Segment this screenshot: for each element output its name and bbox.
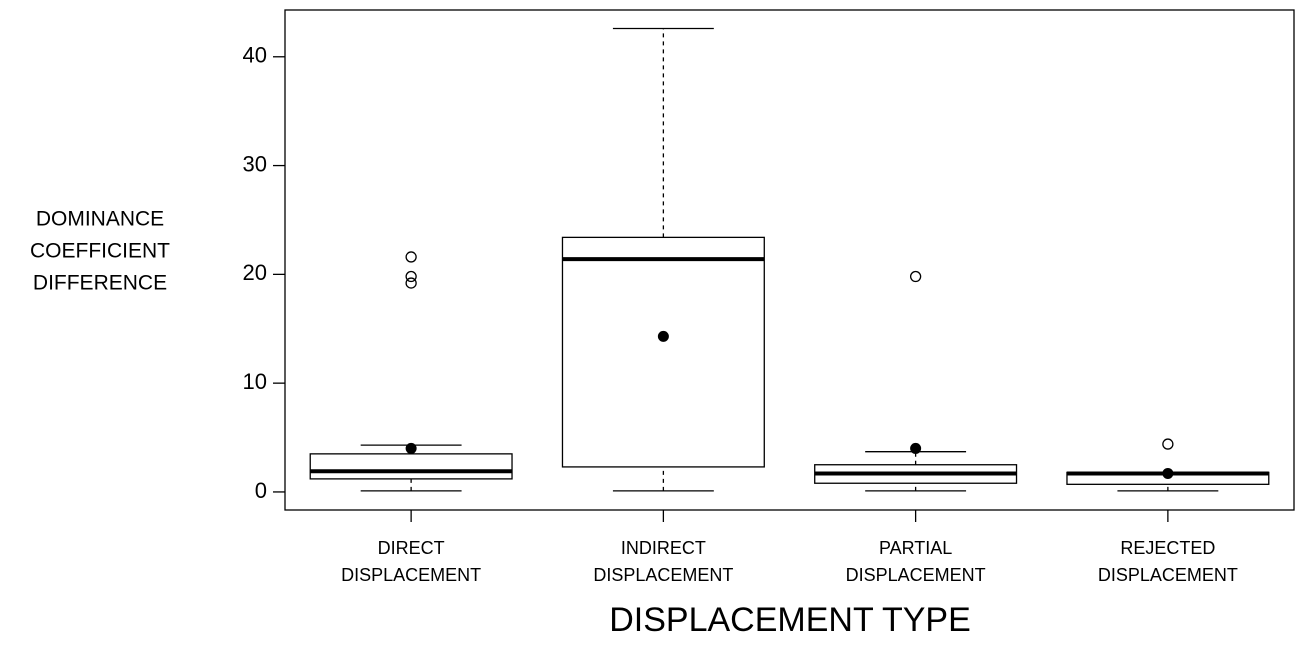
mean	[657, 330, 669, 342]
y-tick-label: 10	[243, 369, 267, 394]
x-tick-label: DISPLACEMENT	[846, 565, 986, 585]
outlier	[909, 270, 922, 283]
x-tick-label: DISPLACEMENT	[341, 565, 481, 585]
x-tick-label: PARTIAL	[879, 538, 952, 558]
y-tick-label: 0	[255, 478, 267, 503]
mean	[405, 442, 417, 454]
y-axis-label: DIFFERENCE	[33, 272, 167, 295]
x-tick-label: DISPLACEMENT	[593, 565, 733, 585]
box	[561, 236, 765, 468]
y-tick-label: 30	[243, 151, 267, 176]
x-tick-label: DISPLACEMENT	[1098, 565, 1238, 585]
outlier	[405, 277, 417, 289]
box	[309, 453, 513, 480]
y-tick-label: 40	[243, 43, 267, 68]
x-tick-label: INDIRECT	[621, 538, 706, 558]
mean	[910, 442, 922, 454]
y-axis-label: DOMINANCE	[36, 208, 164, 231]
x-tick-label: DIRECT	[378, 538, 445, 558]
x-axis-label: DISPLACEMENT TYPE	[609, 601, 971, 639]
mean	[1162, 467, 1174, 479]
outlier	[405, 251, 417, 263]
x-tick-label: REJECTED	[1120, 538, 1215, 558]
y-tick-label: 20	[243, 260, 267, 285]
outlier	[1162, 438, 1174, 450]
outlier	[405, 270, 417, 283]
y-axis-label: COEFFICIENT	[30, 240, 170, 263]
plot-frame	[284, 9, 1295, 511]
